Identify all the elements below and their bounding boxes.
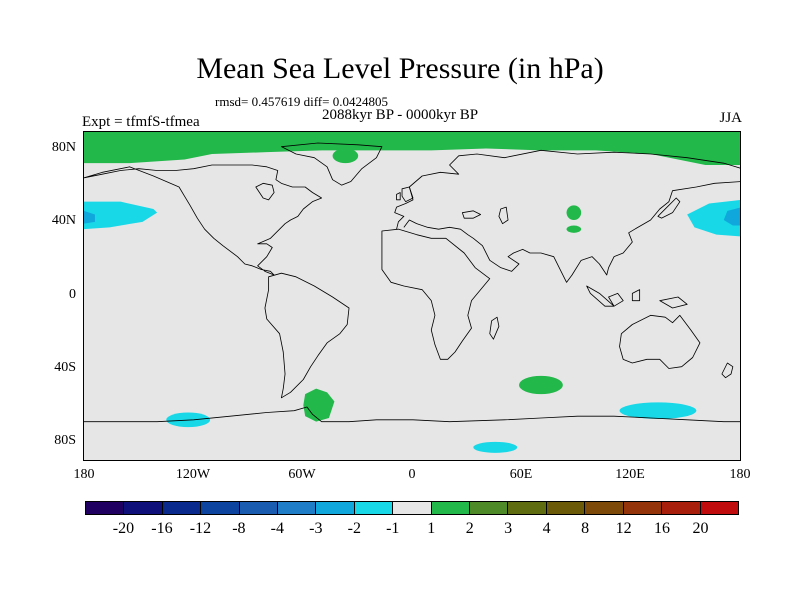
lat-label-40s: 40S (54, 360, 76, 375)
new-zealand-coastline (721, 362, 734, 379)
antarctica-coastline (84, 406, 740, 423)
australia-coastline (619, 314, 701, 369)
lon-label-0: 0 (408, 467, 416, 482)
colorbar-tick-label: -16 (151, 520, 173, 537)
eurasia-coastline (394, 149, 740, 283)
colorbar-tick-label: -4 (270, 520, 284, 537)
southern-ocean-east-negative (619, 402, 697, 419)
black-caspian-sea-coastline (461, 206, 509, 225)
colorbar-swatch (316, 502, 355, 514)
colorbar-swatch (508, 502, 547, 514)
north-pacific-west-negative (84, 201, 158, 230)
lat-label-80s: 80S (54, 433, 76, 448)
north-pacific-east-core (723, 207, 740, 226)
british-isles-coastline (396, 186, 414, 203)
colorbar-tick-label: 1 (427, 520, 436, 537)
colorbar-swatch (162, 502, 202, 514)
stats-line: rmsd= 0.457619 diff= 0.0424805 (215, 94, 388, 109)
colorbar-tick-label: -20 (112, 520, 135, 537)
colorbar-tick-label: -1 (386, 520, 400, 537)
greenland-coastline (280, 142, 383, 186)
lon-label-60w: 60W (288, 467, 316, 482)
positive-anomaly-regions (84, 132, 740, 422)
central-asia-positive-blob (566, 205, 582, 220)
africa-coastline (381, 228, 491, 360)
map-panel (83, 131, 741, 461)
colorbar-tick-label: -12 (189, 520, 212, 537)
colorbar-tick-label: 12 (615, 520, 632, 537)
colorbar-tick-label: 2 (465, 520, 474, 537)
experiment-label: Expt = tfmfS-tfmea (82, 114, 200, 130)
colorbar-tick-label: 16 (654, 520, 671, 537)
lon-label-180e: 180 (729, 467, 751, 482)
colorbar-tick-label: 3 (504, 520, 513, 537)
colorbar-tick-label: 20 (692, 520, 709, 537)
map-title: Mean Sea Level Pressure (in hPa) (196, 52, 604, 85)
colorbar-tick-label: -3 (309, 520, 323, 537)
lon-label-60e: 60E (509, 467, 533, 482)
lat-label-0: 0 (69, 287, 76, 302)
madagascar-coastline (489, 316, 500, 340)
colorbar-swatch (662, 502, 701, 514)
indonesia-coastline (586, 285, 688, 309)
indian-ocean-positive-blob (519, 375, 563, 395)
arctic-positive-region (84, 132, 740, 165)
lat-label-80n: 80N (51, 140, 76, 155)
colorbar-tick-label: -8 (232, 520, 246, 537)
lon-label-120e: 120E (615, 467, 645, 482)
north-pacific-west-core (84, 210, 95, 224)
colorbar-swatch (239, 502, 279, 514)
colorbar-swatch (700, 502, 738, 514)
negative-anomaly-regions (84, 200, 740, 453)
colorbar-tick-label: -2 (347, 520, 361, 537)
lon-label-180w: 180 (73, 467, 95, 482)
north-pacific-east-negative (687, 200, 740, 237)
drake-passage-positive-region (303, 388, 335, 422)
colorbar-swatch (623, 502, 663, 514)
colorbar-swatch (585, 502, 624, 514)
map-svg (84, 132, 740, 460)
tibet-positive-blob (566, 225, 582, 233)
lon-label-120w: 120W (175, 467, 211, 482)
antarctic-coast-negative-blob (473, 441, 518, 453)
colorbar-swatch (470, 502, 509, 514)
colorbar-swatch (393, 502, 432, 514)
colorbar-tick-label: 8 (581, 520, 590, 537)
colorbar-swatch (546, 502, 586, 514)
colorbar-swatch (431, 502, 471, 514)
season-label: JJA (719, 110, 742, 126)
colorbar-swatch (201, 502, 240, 514)
coastlines (84, 142, 740, 423)
greenland-positive-blob (332, 148, 359, 164)
colorbar-swatch (86, 502, 125, 514)
hudson-bay-coastline (255, 182, 275, 201)
lat-label-40n: 40N (51, 213, 76, 228)
colorbar-tick-label: 4 (542, 520, 551, 537)
south-america-coastline (264, 272, 350, 399)
colorbar-swatch (124, 502, 163, 514)
north-america-coastline (84, 164, 323, 276)
colorbar-swatch (354, 502, 394, 514)
colorbar (85, 501, 739, 515)
japan-coastline (657, 197, 681, 219)
colorbar-swatch (278, 502, 317, 514)
period-label: 2088kyr BP - 0000kyr BP (321, 107, 479, 123)
